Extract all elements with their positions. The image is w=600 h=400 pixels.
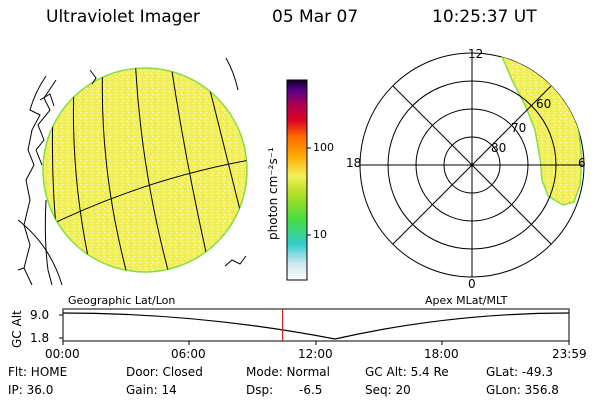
mlat-label-70: 70	[511, 121, 527, 135]
colorbar-gradient	[286, 79, 308, 281]
altitude-ylabel: GC Alt	[10, 310, 24, 348]
status-flight: Flt: HOME	[8, 365, 68, 379]
altitude-xtick-0000: 00:00	[45, 347, 80, 361]
mlt-label-0: 0	[468, 277, 476, 291]
colorbar-tick-label-100: 100	[313, 141, 334, 154]
mlat-label-80: 80	[491, 141, 507, 155]
altitude-xtick-1800: 18:00	[424, 347, 459, 361]
status-gc-alt: GC Alt: 5.4 Re	[365, 365, 449, 379]
geographic-panel-label: Geographic Lat/Lon	[68, 294, 176, 307]
mlat-label-60: 60	[536, 97, 552, 111]
status-dsp-label: Dsp:	[246, 383, 274, 397]
status-glat: GLat: -49.3	[486, 365, 553, 379]
altitude-xtick-0600: 06:00	[171, 347, 206, 361]
time-label: 10:25:37 UT	[432, 7, 537, 27]
altitude-plot	[59, 308, 570, 345]
polar-panel-label: Apex MLat/MLT	[425, 294, 508, 307]
colorbar-tick-label-10: 10	[313, 228, 327, 241]
colorbar-unit-label: photon cm⁻²s⁻¹	[266, 147, 280, 240]
status-mode: Mode: Normal	[246, 365, 330, 379]
instrument-title: Ultraviolet Imager	[46, 7, 200, 27]
date-label: 05 Mar 07	[272, 7, 359, 27]
status-gain: Gain: 14	[126, 383, 177, 397]
aurora-globe-disc	[42, 67, 248, 273]
polar-plot	[359, 52, 585, 278]
mlt-label-18: 18	[346, 156, 362, 170]
altitude-xtick-1200: 12:00	[298, 347, 333, 361]
status-dsp-value: -6.5	[299, 383, 323, 397]
status-ip: IP: 36.0	[8, 383, 54, 397]
colorbar	[286, 79, 311, 281]
status-seq: Seq: 20	[365, 383, 411, 397]
status-glon: GLon: 356.8	[486, 383, 559, 397]
altitude-curve	[62, 312, 570, 340]
altitude-xtick-2359: 23:59	[552, 347, 587, 361]
mlt-label-6: 6	[578, 156, 586, 170]
mlt-line-diag-b	[392, 85, 552, 245]
altitude-ytick-1-8: 1.8	[30, 331, 50, 345]
mlt-label-12: 12	[468, 47, 484, 61]
status-door: Door: Closed	[126, 365, 203, 379]
polar-grid	[360, 53, 584, 277]
coastlines	[17, 57, 247, 286]
altitude-ytick-9: 9.0	[30, 308, 50, 322]
geographic-map	[17, 57, 248, 286]
altitude-plot-frame	[62, 308, 570, 342]
